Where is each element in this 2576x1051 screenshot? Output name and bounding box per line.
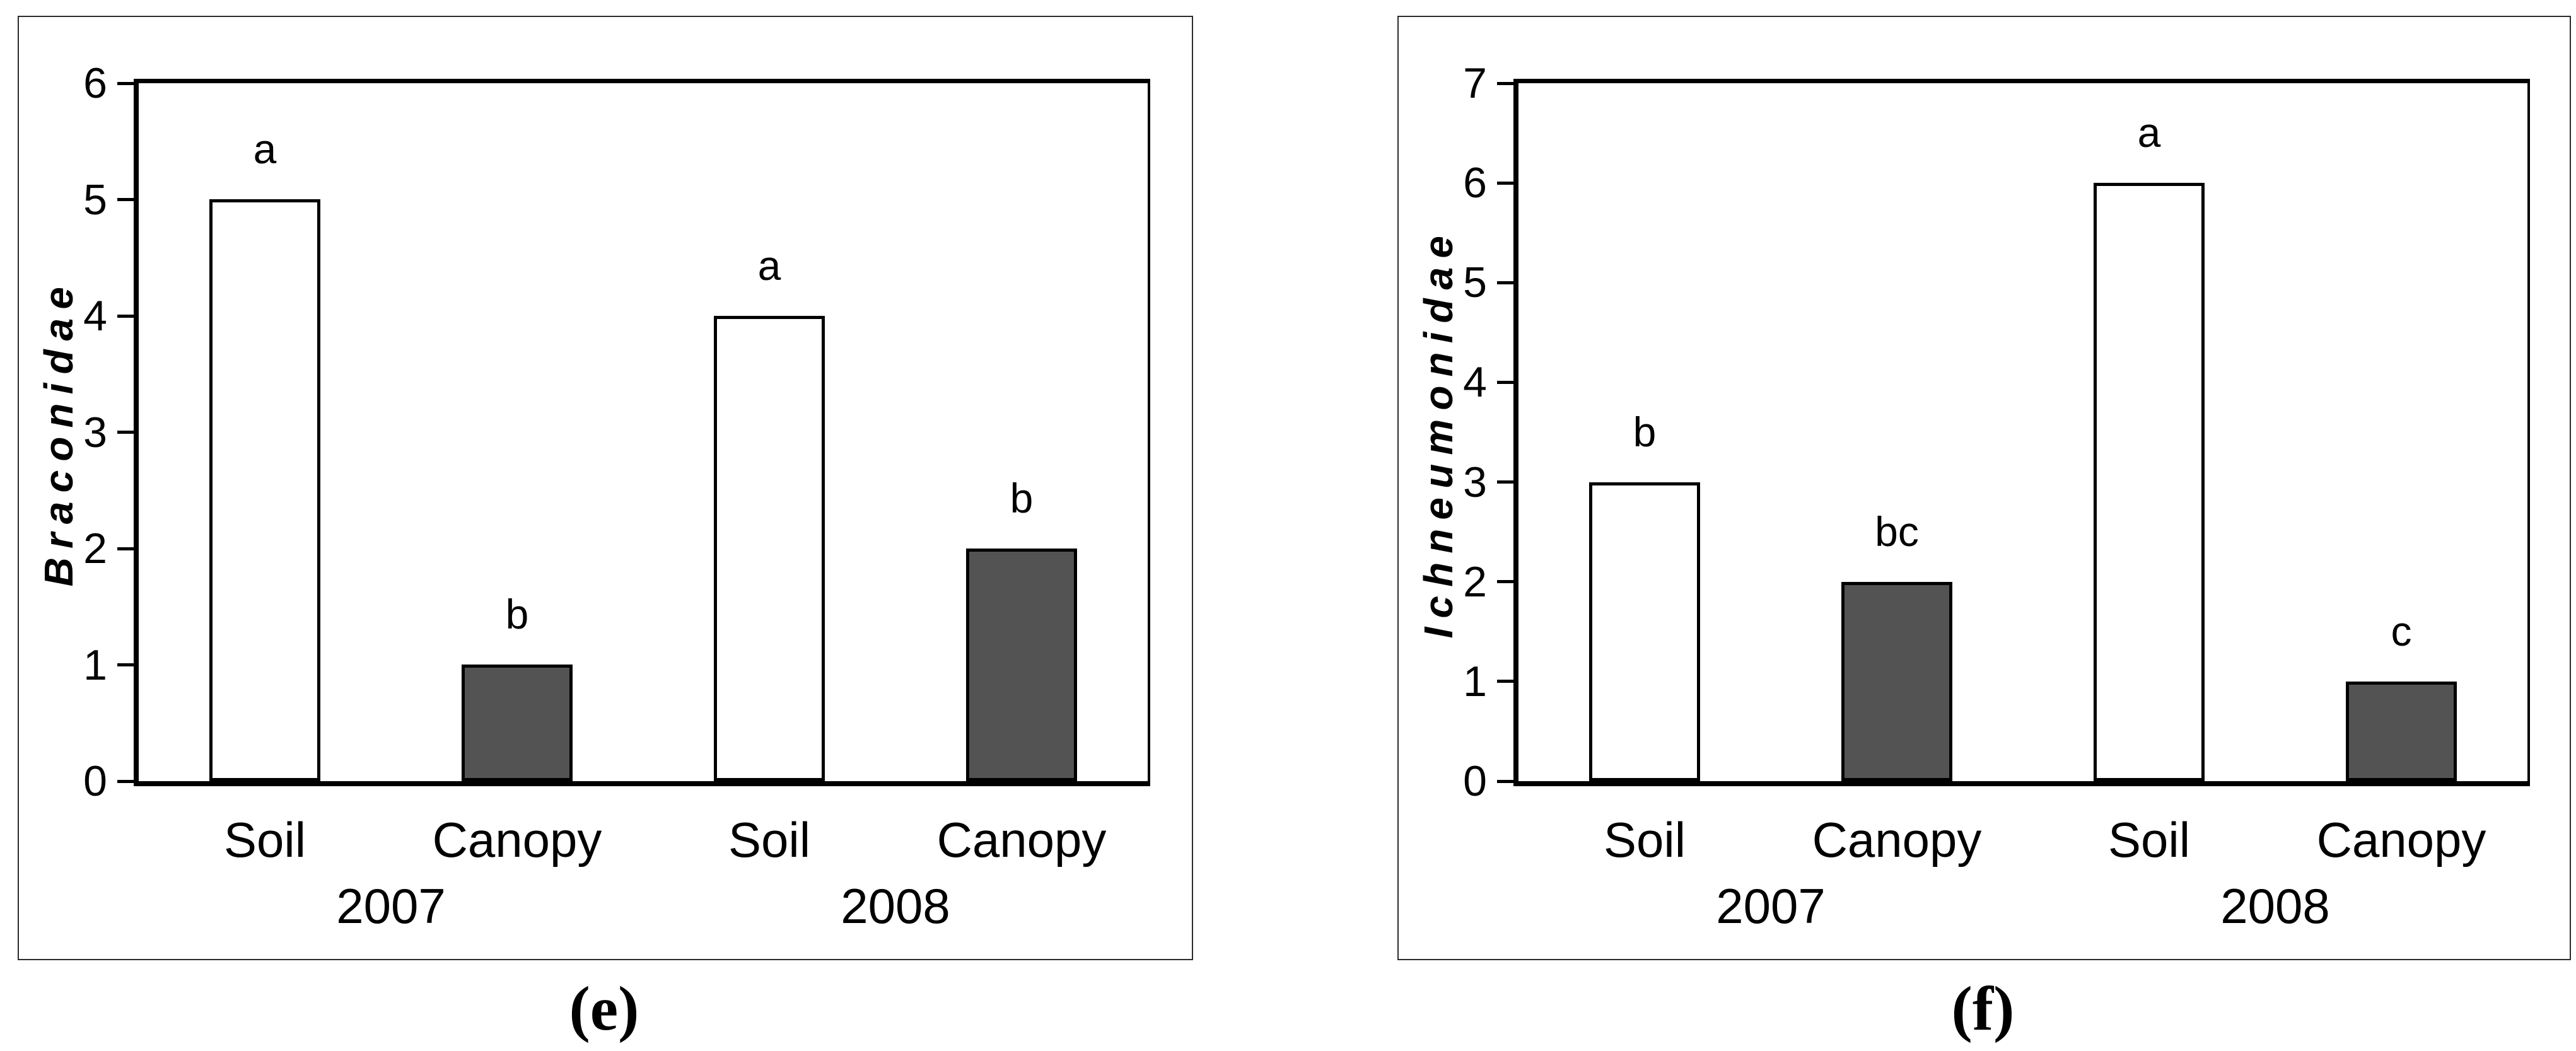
bar-soil-2008 [714,316,825,781]
y-tick-mark [1497,181,1513,185]
y-tick-label: 1 [1463,657,1487,706]
x-category-label: Canopy [1812,812,1982,868]
panel-caption-f-text: (f) [1951,973,2015,1043]
bar-canopy-2007 [1841,582,1952,781]
bar-canopy-2008 [966,549,1077,781]
y-tick-mark [117,779,134,783]
y-tick-mark [1497,380,1513,384]
bar-soil-2008 [2094,183,2205,781]
x-category-label: Soil [1603,812,1686,868]
y-tick-label: 0 [83,757,107,805]
x-category-label: Soil [2107,812,2191,868]
significance-letter: a [253,125,277,172]
y-tick-label: 5 [1463,258,1487,307]
year-group-label: 2008 [2220,878,2330,934]
y-tick-label: 7 [1463,59,1487,107]
x-category-label: Soil [223,812,306,868]
y-tick-label: 5 [83,175,107,224]
significance-letter: a [2137,109,2161,156]
year-group-label: 2007 [336,878,446,934]
bar-soil-2007 [209,199,320,781]
y-tick-label: 3 [1463,458,1487,506]
y-tick-label: 0 [1463,757,1487,805]
bar-canopy-2007 [462,665,573,781]
year-group-label: 2008 [841,878,950,934]
significance-letter: b [1010,475,1034,521]
y-tick-mark [117,81,134,85]
plot-inner: a b a b [139,83,1148,781]
y-tick-mark [117,198,134,201]
significance-letter: b [1633,409,1657,455]
y-tick-mark [1497,480,1513,484]
significance-letter: bc [1875,508,1919,555]
y-tick-label: 2 [83,525,107,572]
bar-soil-2007 [1589,482,1700,781]
y-tick-mark [1497,680,1513,683]
y-tick-label: 6 [83,59,107,107]
x-category-label: Canopy [936,812,1107,868]
significance-letter: b [505,591,529,637]
x-category-label: Soil [728,812,811,868]
y-tick-mark [1497,580,1513,584]
y-tick-label: 2 [1463,557,1487,606]
y-tick-mark [1497,779,1513,783]
y-tick-mark [1497,81,1513,85]
y-tick-label: 3 [83,408,107,456]
y-tick-mark [117,431,134,434]
y-tick-mark [117,314,134,318]
y-tick-mark [117,663,134,666]
plot-inner: b bc a c [1518,83,2527,781]
y-tick-mark [117,547,134,550]
significance-letter: a [757,242,781,289]
plot-area: a b a b [134,79,1150,786]
y-tick-label: 6 [1463,159,1487,207]
year-group-label: 2007 [1716,878,1826,934]
y-tick-label: 1 [83,641,107,689]
panel-caption-e: (e) [18,974,1191,1043]
plot-area: b bc a c [1513,79,2530,786]
x-category-label: Canopy [2316,812,2486,868]
x-category-label: Canopy [432,812,602,868]
panel-caption-f: (f) [1397,974,2568,1043]
y-tick-label: 4 [1463,358,1487,407]
chart-panel-f: Ichneumonidae b bc a c 0 1 2 3 4 5 6 7 Soil Canopy So… [1397,16,2571,960]
panel-caption-e-text: (e) [569,973,639,1043]
y-tick-label: 4 [83,292,107,340]
significance-letter: c [2391,608,2412,654]
bar-canopy-2008 [2346,682,2457,781]
y-tick-mark [1497,281,1513,284]
